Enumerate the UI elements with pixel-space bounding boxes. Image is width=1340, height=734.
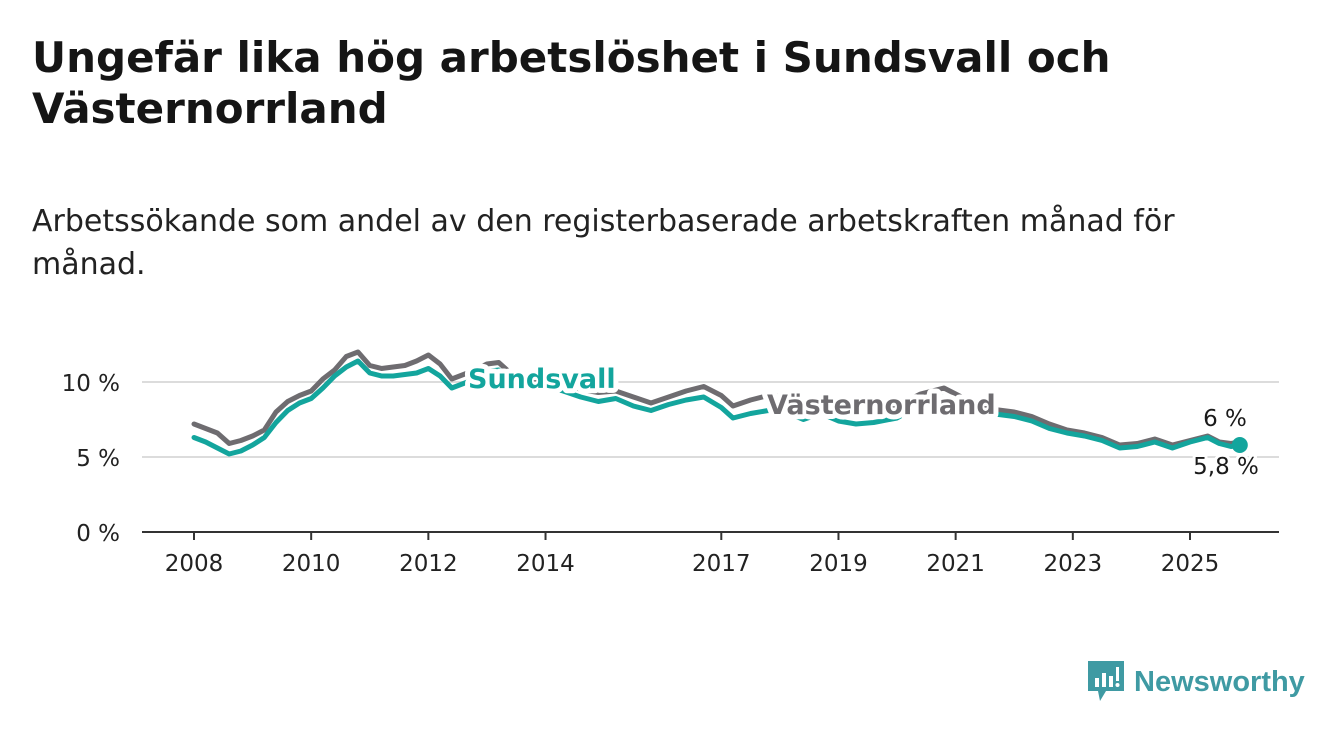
- x-tick-label: 2025: [1161, 551, 1220, 577]
- series-line-vsternorrland: [191, 349, 1243, 448]
- chart-title: Ungefär lika hög arbetslöshet i Sundsval…: [32, 33, 1111, 133]
- x-tick-label: 2021: [926, 551, 985, 577]
- series-label-vasternorrland-halo: Västernorrland: [767, 390, 996, 421]
- brand-name: Newsworthy: [1134, 665, 1305, 698]
- x-tick-label: 2014: [516, 551, 575, 577]
- end-label-sundsvall: 5,8 %: [1193, 454, 1259, 480]
- end-label-vasternorrland-halo: 6 %: [1203, 406, 1247, 432]
- series-label-sundsvall: Sundsvall: [468, 364, 616, 395]
- series-line-sundsvall: [191, 358, 1243, 457]
- series-label-sundsvall-halo: Sundsvall: [468, 364, 616, 395]
- end-label-sundsvall-halo: 5,8 %: [1193, 454, 1259, 480]
- chart-subtitle: Arbetssökande som andel av den registerb…: [32, 204, 1175, 282]
- series-end-point: [1231, 437, 1248, 453]
- x-tick-label: 2017: [692, 551, 751, 577]
- end-label-vasternorrland: 6 %: [1203, 406, 1247, 432]
- newsworthy-logo-icon: [1088, 661, 1124, 701]
- series-label-vasternorrland: Västernorrland: [767, 390, 996, 421]
- x-tick-label: 2010: [282, 551, 341, 577]
- x-tick-label: 2019: [809, 551, 868, 577]
- x-tick-label: 2012: [399, 551, 458, 577]
- brand-logo: Newsworthy: [1088, 660, 1305, 704]
- y-tick-label: 5 %: [76, 446, 120, 472]
- y-tick-label: 10 %: [62, 371, 120, 397]
- x-tick-label: 2008: [165, 551, 224, 577]
- x-tick-label: 2023: [1044, 551, 1103, 577]
- y-tick-label: 0 %: [76, 521, 120, 547]
